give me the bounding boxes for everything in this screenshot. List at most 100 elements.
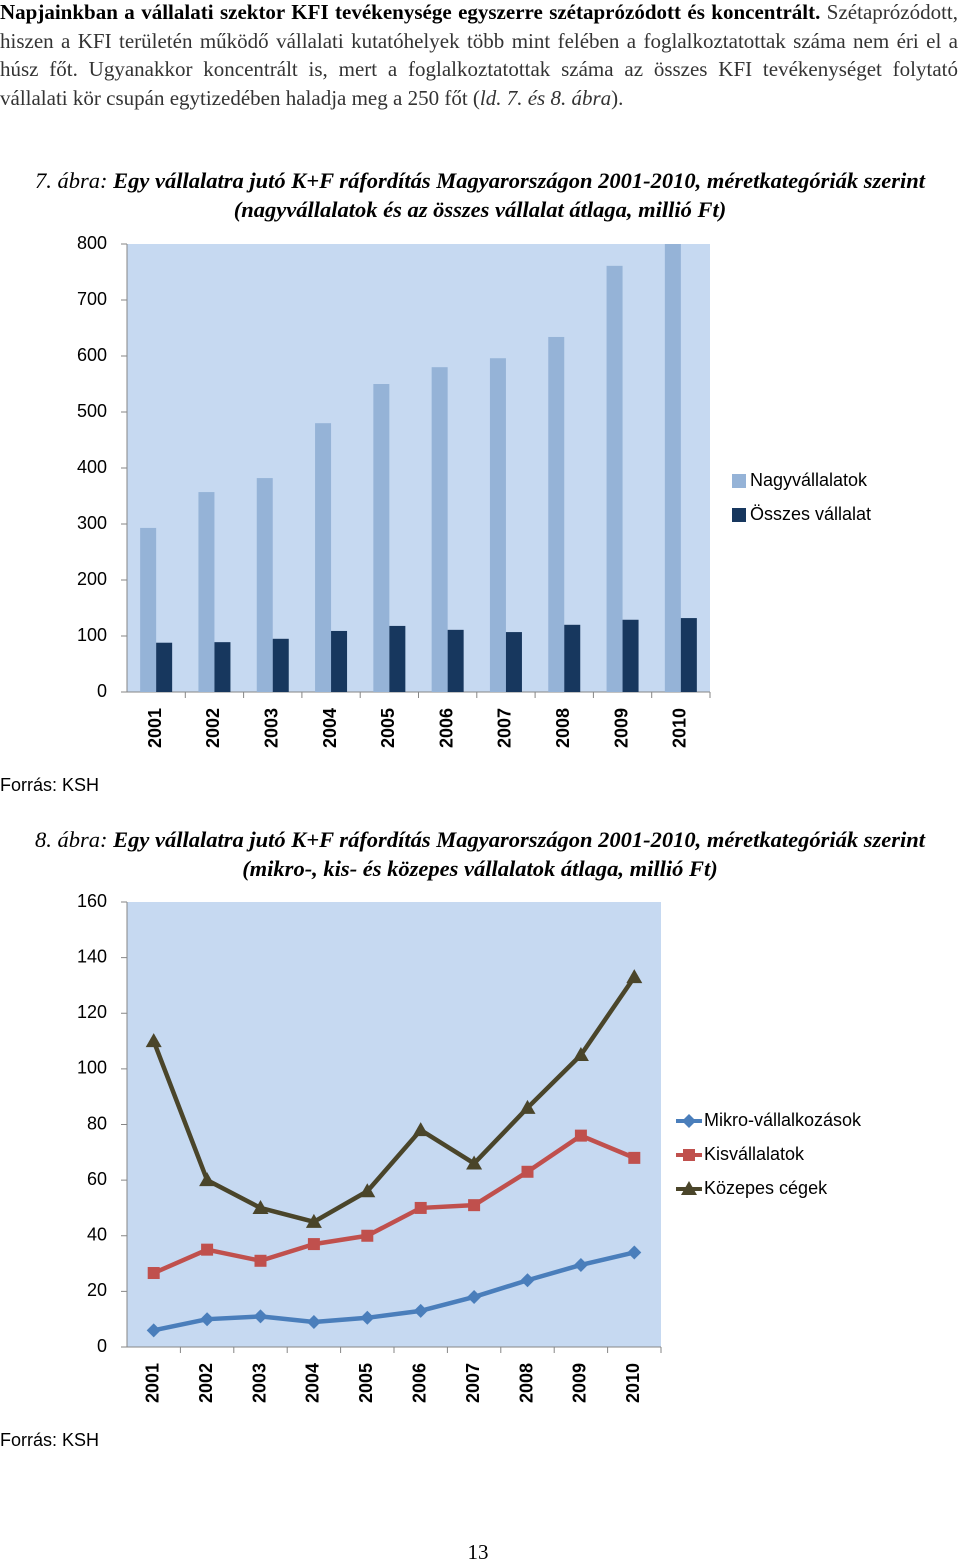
figure-title: Egy vállalatra jutó K+F ráfordítás Magya…	[113, 827, 925, 881]
bar	[505, 632, 522, 692]
x-tick-label: 2006	[409, 1363, 429, 1403]
x-tick-label: 2010	[623, 1363, 643, 1403]
bar	[315, 423, 332, 692]
bar	[447, 629, 464, 692]
y-tick-label: 160	[77, 891, 107, 911]
marker	[360, 1310, 375, 1325]
legend-label: Összes vállalat	[750, 504, 871, 524]
marker	[253, 1309, 268, 1324]
bar	[606, 265, 623, 692]
legend-label: Mikro-vállalkozások	[704, 1110, 862, 1130]
marker	[682, 1114, 696, 1128]
bar	[331, 630, 348, 692]
y-tick-label: 100	[77, 625, 107, 645]
bar	[431, 367, 448, 692]
marker	[412, 1122, 429, 1137]
line	[152, 1133, 636, 1276]
paragraph-lead: Napjainkban a vállalati szektor KFI tevé…	[0, 0, 821, 24]
x-tick-label: 2007	[495, 708, 515, 748]
marker	[572, 1046, 589, 1061]
marker	[306, 1314, 321, 1329]
marker	[414, 1201, 427, 1214]
plot-area	[127, 902, 661, 1347]
marker	[359, 1183, 376, 1198]
paragraph-ref: ld. 7. és 8. ábra	[479, 85, 612, 110]
paragraph: Napjainkban a vállalati szektor KFI tevé…	[0, 0, 958, 112]
x-tick-label: 2005	[356, 1363, 376, 1403]
bar	[389, 625, 406, 692]
x-tick-label: 2003	[262, 708, 282, 748]
marker	[520, 1273, 535, 1288]
bar	[140, 527, 157, 692]
x-tick-label: 2002	[203, 708, 223, 748]
x-tick-label: 2001	[145, 708, 165, 748]
y-tick-label: 500	[77, 401, 107, 421]
bar	[622, 619, 639, 692]
source: Forrás: KSH	[0, 1430, 99, 1450]
marker	[307, 1238, 320, 1251]
marker	[413, 1303, 428, 1318]
legend-label: Közepes cégek	[704, 1178, 828, 1198]
bar	[256, 478, 273, 692]
y-tick-label: 0	[97, 1336, 107, 1356]
bar	[664, 244, 681, 692]
x-tick-label: 2001	[142, 1363, 162, 1403]
marker	[574, 1129, 587, 1142]
y-tick-label: 200	[77, 569, 107, 589]
marker	[521, 1165, 534, 1178]
bar	[156, 642, 173, 692]
marker	[305, 1213, 322, 1228]
marker	[626, 969, 643, 984]
legend-label: Kisvállalatok	[704, 1144, 805, 1164]
bar	[548, 336, 565, 692]
marker	[361, 1229, 374, 1242]
bar	[373, 384, 390, 692]
bar	[214, 642, 231, 692]
y-tick-label: 600	[77, 345, 107, 365]
x-tick-label: 2002	[196, 1363, 216, 1403]
bar	[272, 638, 289, 692]
line	[151, 975, 637, 1225]
figure-label: 7. ábra:	[35, 168, 108, 193]
marker	[201, 1243, 214, 1256]
y-tick-label: 800	[77, 233, 107, 253]
legend-swatch	[732, 508, 746, 522]
y-tick-label: 400	[77, 457, 107, 477]
bar	[198, 492, 215, 692]
marker	[199, 1172, 216, 1187]
figure-caption: 7. ábra: Egy vállalatra jutó K+F ráfordí…	[14, 166, 946, 224]
legend-label: Nagyvállalatok	[750, 470, 868, 490]
x-tick-label: 2004	[303, 1363, 323, 1403]
marker	[146, 1323, 161, 1338]
x-tick-label: 2010	[670, 708, 690, 748]
x-tick-label: 2004	[320, 708, 340, 748]
marker	[628, 1151, 641, 1164]
marker	[254, 1254, 267, 1267]
bar	[564, 624, 581, 692]
marker	[468, 1199, 481, 1212]
marker	[681, 1181, 697, 1195]
source: Forrás: KSH	[0, 775, 99, 795]
marker	[252, 1199, 269, 1214]
bar	[489, 358, 506, 692]
x-tick-label: 2006	[436, 708, 456, 748]
y-tick-label: 100	[77, 1058, 107, 1078]
marker	[467, 1289, 482, 1304]
marker	[519, 1099, 536, 1114]
marker	[200, 1312, 215, 1327]
figure-title: Egy vállalatra jutó K+F ráfordítás Magya…	[113, 168, 925, 222]
y-tick-label: 80	[87, 1113, 107, 1133]
x-tick-label: 2009	[570, 1363, 590, 1403]
paragraph-text: Szétaprózódott, hiszen a KFI területén m…	[0, 0, 959, 110]
y-tick-label: 60	[87, 1169, 107, 1189]
x-tick-label: 2008	[516, 1363, 536, 1403]
figure-caption: 8. ábra: Egy vállalatra jutó K+F ráfordí…	[14, 825, 946, 883]
figure-label: 8. ábra:	[35, 827, 108, 852]
x-tick-label: 2003	[249, 1363, 269, 1403]
line	[153, 1250, 635, 1333]
x-tick-label: 2008	[553, 708, 573, 748]
y-tick-label: 120	[77, 1002, 107, 1022]
marker	[145, 1033, 162, 1048]
